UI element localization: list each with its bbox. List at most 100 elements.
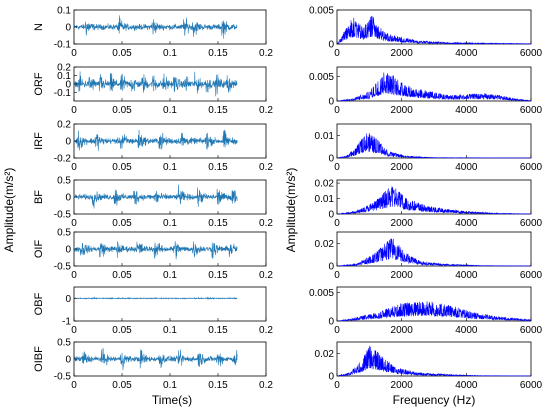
time-oif-xtick-label: 0.05 [112,270,132,281]
time-trace-irf [73,129,238,151]
time-obf-xtick-label: 0.15 [208,325,228,336]
time-trace-n [73,15,238,39]
row-label-irf: IRF [33,132,45,150]
time-irf-xtick-label: 0.1 [163,162,177,173]
spectrum-orf-ytick-label: 0 [328,97,334,108]
time-oibf-xtick-label: 0.15 [208,380,228,391]
spectrum-bf-xtick-label: 4000 [455,218,478,229]
time-obf-xtick-label: 0.2 [259,325,273,336]
time-oibf-ytick-label: 0 [65,355,71,366]
time-n-xtick-label: 0 [71,48,77,59]
time-oibf-xtick-label: 0.2 [259,380,273,391]
spectrum-obf-xtick-label: 6000 [520,325,543,336]
spectrum-n-xtick-label: 4000 [455,48,478,59]
time-n-xtick-label: 0.2 [259,48,273,59]
time-panel-n: 0.10-0.10 0.05 0.1 0.15 0.2N [33,6,273,60]
time-irf-xtick-label: 0 [71,162,77,173]
time-n-xtick-label: 0.15 [208,48,228,59]
spectrum-irf-ytick-label: 0.01 [315,131,335,142]
spectrum-orf-frame [336,66,532,102]
row-label-bf: BF [33,190,45,204]
time-bf-xtick-label: 0.2 [259,218,273,229]
spectrum-panel-n: 0.005 00 2000 4000 6000 [309,6,543,60]
time-orf-ytick-label: 0 [65,80,71,91]
row-label-oibf: OIBF [33,346,45,372]
time-bf-ytick-label: -0.5 [54,210,72,221]
spectrum-panel-obf: 0.005 00 2000 4000 6000 [309,286,543,336]
time-bf-xtick-label: 0.05 [112,218,132,229]
row-label-n: N [33,23,45,31]
spectrum-oibf-xtick-label: 0 [334,380,340,391]
spectrum-bf-ytick-label: 0.02 [315,179,335,190]
left-xlabel: Time(s) [152,393,192,407]
time-obf-xtick-label: 0.1 [163,325,177,336]
time-irf-xtick-label: 0.05 [112,162,132,173]
spectrum-orf-xtick-label: 6000 [520,105,543,116]
time-oif-xtick-label: 0 [71,270,77,281]
panels: 0.10-0.10 0.05 0.1 0.15 0.2N0.20.10-0.10 0.05… [33,6,543,392]
time-orf-xtick-label: 0.15 [208,105,228,116]
time-irf-xtick-label: 0.15 [208,162,228,173]
spectrum-bf-xtick-label: 6000 [520,218,543,229]
time-oif-ytick-label: -0.5 [54,262,72,273]
time-bf-ytick-label: 0.5 [57,176,71,187]
right-ylabel: Amplitude(m/s²) [284,168,298,253]
time-bf-xtick-label: 0 [71,218,77,229]
right-xlabel: Frequency (Hz) [393,393,476,407]
time-n-ytick-label: 0.1 [57,6,71,17]
row-label-oif: OIF [33,240,45,259]
left-ylabel: Amplitude(m/s²) [2,168,16,253]
time-obf-ytick-label: 0 [65,294,71,305]
time-orf-ytick-label: -0.1 [54,88,72,99]
time-irf-ytick-label: 0 [65,137,71,148]
spectrum-oif-ytick-label: 0 [328,262,334,273]
time-obf-xtick-label: 0.05 [112,325,132,336]
time-oibf-xtick-label: 0.05 [112,380,132,391]
spectrum-n-ytick-label: 0.005 [309,6,334,17]
time-oibf-ytick-label: -0.5 [54,372,72,383]
spectrum-bf-xtick-label: 2000 [391,218,414,229]
spectrum-oibf-xtick-label: 2000 [391,380,414,391]
time-oif-xtick-label: 0.2 [259,270,273,281]
time-orf-ytick-label: 0.1 [57,71,71,82]
time-oibf-xtick-label: 0.1 [163,380,177,391]
spectrum-n-xtick-label: 2000 [391,48,414,59]
time-obf-xtick-label: 0 [71,325,77,336]
spectrum-oif-xtick-label: 0 [334,270,340,281]
time-oif-ytick-label: 0 [65,245,71,256]
spectrum-panel-oif: 0.02 00 2000 4000 6000 [315,231,543,281]
time-oif-xtick-label: 0.15 [208,270,228,281]
time-bf-ytick-label: 0 [65,193,71,204]
spectrum-obf-xtick-label: 2000 [391,325,414,336]
spectrum-irf-ytick-label: 0 [328,154,334,165]
spectrum-trace-n [336,15,532,45]
time-n-xtick-label: 0.05 [112,48,132,59]
spectrum-oibf-xtick-label: 4000 [455,380,478,391]
time-orf-xtick-label: 0.1 [163,105,177,116]
row-label-obf: OBF [33,292,45,315]
time-orf-xtick-label: 0.05 [112,105,132,116]
spectrum-orf-xtick-label: 0 [334,105,340,116]
time-n-ytick-label: -0.1 [54,40,72,51]
spectrum-obf-xtick-label: 0 [334,325,340,336]
spectrum-trace-bf [336,186,532,215]
spectrum-obf-ytick-label: 0 [328,317,334,328]
time-trace-oif [73,241,238,260]
spectrum-trace-oif [336,238,532,267]
spectrum-orf-xtick-label: 4000 [455,105,478,116]
time-oibf-ytick-label: 0.5 [57,338,71,349]
time-oif-xtick-label: 0.1 [163,270,177,281]
spectrum-obf-xtick-label: 4000 [455,325,478,336]
spectrum-oif-xtick-label: 4000 [455,270,478,281]
time-trace-orf [73,71,238,97]
spectrum-oif-ytick-label: 0.02 [315,239,335,250]
spectrum-orf-ytick-label: 0.005 [309,72,334,83]
spectrum-panel-bf: 0.02 0.01 00 2000 4000 6000 [315,179,543,229]
time-bf-xtick-label: 0.1 [163,218,177,229]
time-orf-ytick-label: 0.2 [57,63,71,74]
